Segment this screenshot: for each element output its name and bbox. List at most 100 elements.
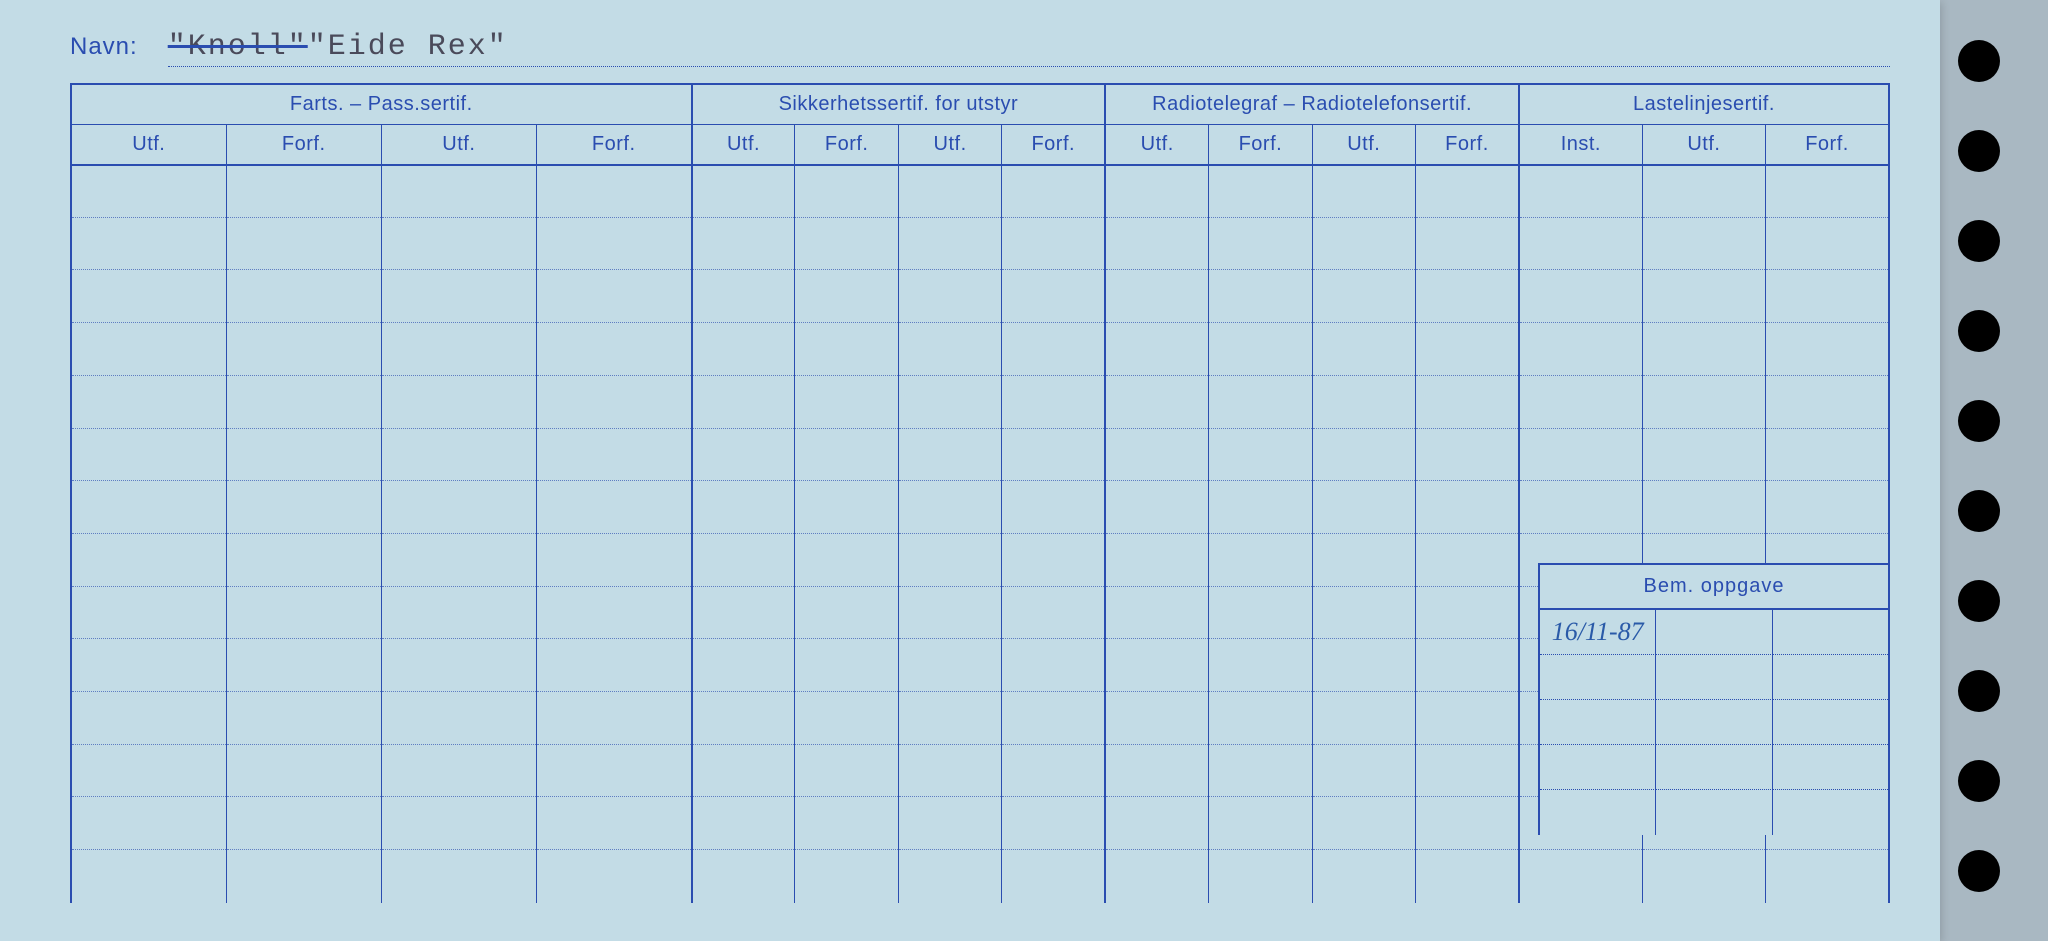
table-cell [1002,639,1105,692]
col-header: Forf. [226,125,381,166]
table-cell [1519,376,1642,429]
table-cell [1105,587,1208,640]
table-cell [71,165,226,218]
table-cell [1766,218,1889,271]
table-cell [1416,376,1519,429]
table-cell [898,587,1001,640]
table-cell [1002,797,1105,850]
table-cell [226,376,381,429]
bem-cell [1773,790,1888,835]
navn-value: "Knoll""Eide Rex" [168,30,1890,67]
table-cell [1105,270,1208,323]
table-cell [795,745,898,798]
table-cell [898,429,1001,482]
table-cell [1105,745,1208,798]
table-cell [898,270,1001,323]
table-cell [795,850,898,903]
section-header-sikkerhet: Sikkerhetssertif. for utstyr [692,84,1106,125]
table-cell [1312,429,1415,482]
table-cell [692,270,795,323]
table-cell [898,745,1001,798]
bem-row [1540,655,1888,700]
table-cell [795,323,898,376]
handwritten-date: 16/11-87 [1552,617,1644,647]
table-cell [381,323,536,376]
table-cell [226,534,381,587]
bem-cell [1540,655,1656,700]
table-cell [1209,165,1312,218]
col-header: Utf. [71,125,226,166]
table-cell [1105,534,1208,587]
table-cell [1209,218,1312,271]
table-cell [226,692,381,745]
table-cell [1209,745,1312,798]
table-cell [1312,218,1415,271]
table-cell [1105,481,1208,534]
table-cell [1105,218,1208,271]
table-cell [1209,270,1312,323]
table-cell [226,323,381,376]
bem-cell [1656,790,1772,835]
table-cell [795,218,898,271]
table-cell [226,797,381,850]
table-cell [226,270,381,323]
punch-hole [1958,220,2000,262]
bem-cell [1773,610,1888,655]
bem-cell [1540,745,1656,790]
table-cell [1209,429,1312,482]
section-header-radio: Radiotelegraf – Radiotelefonsertif. [1105,84,1519,125]
col-header: Utf. [898,125,1001,166]
table-cell [692,481,795,534]
table-cell [71,745,226,798]
table-cell [1312,534,1415,587]
table-cell [536,797,691,850]
table-cell [1642,376,1765,429]
table-cell [1105,165,1208,218]
bem-cell [1773,745,1888,790]
col-header: Forf. [1209,125,1312,166]
table-cell [692,745,795,798]
table-cell [1642,270,1765,323]
punch-hole [1958,400,2000,442]
table-cell [898,376,1001,429]
table-cell [1105,639,1208,692]
table-cell [1766,850,1889,903]
table-cell [1312,692,1415,745]
table-cell [536,481,691,534]
table-cell [1766,165,1889,218]
table-cell [1519,481,1642,534]
index-card: Navn: "Knoll""Eide Rex" Farts. – Pass.se… [0,0,1940,941]
table-cell [1642,850,1765,903]
table-cell [1312,270,1415,323]
table-cell [1002,850,1105,903]
table-cell [898,797,1001,850]
table-cell [381,429,536,482]
table-cell [1312,797,1415,850]
table-cell [1209,481,1312,534]
col-header: Utf. [381,125,536,166]
table-cell [692,587,795,640]
table-cell [1002,218,1105,271]
ledger-grid: Farts. – Pass.sertif. Sikkerhetssertif. … [70,83,1890,903]
table-cell [1519,850,1642,903]
table-cell [381,850,536,903]
bem-row [1540,700,1888,745]
table-cell [795,587,898,640]
table-cell [226,481,381,534]
punch-hole [1958,40,2000,82]
table-cell [1416,534,1519,587]
table-cell [692,323,795,376]
table-cell [1312,323,1415,376]
table-cell [1312,587,1415,640]
table-cell [226,745,381,798]
table-cell [1209,692,1312,745]
table-cell [536,165,691,218]
table-cell [795,481,898,534]
table-cell [898,481,1001,534]
col-header: Utf. [1642,125,1765,166]
punch-hole [1958,850,2000,892]
table-cell [1002,323,1105,376]
table-row [71,323,1889,376]
table-cell [692,218,795,271]
bem-cell [1656,610,1772,655]
